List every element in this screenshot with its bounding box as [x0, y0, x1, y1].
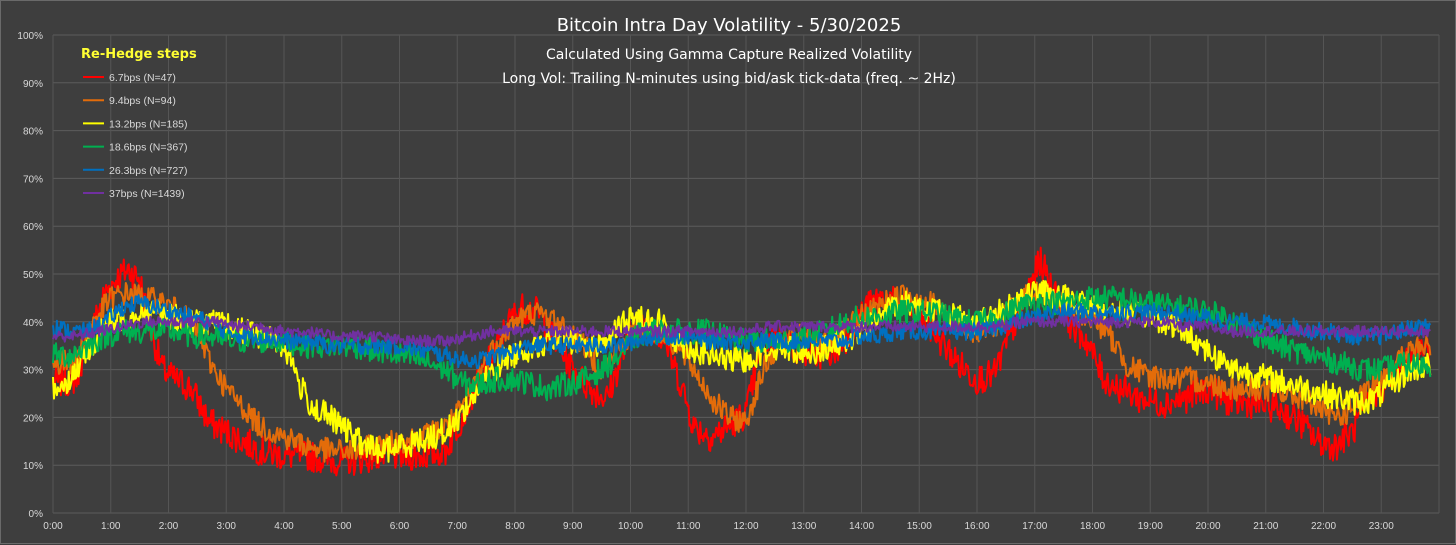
x-tick-label: 1:00 [101, 521, 121, 532]
x-tick-label: 8:00 [505, 521, 525, 532]
x-tick-label: 13:00 [791, 521, 816, 532]
y-tick-label: 20% [23, 413, 43, 424]
x-tick-label: 20:00 [1195, 521, 1220, 532]
series-line [52, 279, 1432, 463]
y-tick-label: 10% [23, 461, 43, 472]
x-tick-label: 5:00 [332, 521, 352, 532]
y-tick-label: 90% [23, 79, 43, 90]
x-tick-label: 19:00 [1138, 521, 1163, 532]
legend-title: Re-Hedge steps [81, 47, 197, 62]
x-tick-label: 10:00 [618, 521, 643, 532]
y-tick-label: 30% [23, 366, 43, 377]
x-tick-label: 22:00 [1311, 521, 1336, 532]
chart-subtitle-2: Long Vol: Trailing N-minutes using bid/a… [502, 71, 956, 87]
y-tick-label: 0% [29, 509, 44, 520]
series-lines [52, 246, 1432, 477]
legend: Re-Hedge steps 6.7bps (N=47) 9.4bps (N=94… [81, 47, 197, 200]
y-tick-label: 100% [17, 31, 43, 42]
chart-subtitle-1: Calculated Using Gamma Capture Realized … [546, 47, 912, 63]
legend-label: 26.3bps (N=727) [109, 165, 188, 177]
gridlines [52, 34, 1440, 514]
series-line [52, 294, 1432, 370]
y-tick-label: 60% [23, 222, 43, 233]
x-tick-label: 3:00 [217, 521, 237, 532]
x-tick-label: 4:00 [274, 521, 294, 532]
y-axis: 0% 10% 20% 30% 40% 50% 60% 70% 80% 90% 100% [17, 31, 43, 520]
y-tick-label: 40% [23, 318, 43, 329]
x-tick-label: 18:00 [1080, 521, 1105, 532]
series-line [52, 285, 1432, 402]
series-line [52, 315, 1432, 348]
x-tick-label: 9:00 [563, 521, 583, 532]
y-tick-label: 70% [23, 174, 43, 185]
x-tick-label: 17:00 [1022, 521, 1047, 532]
y-tick-label: 80% [23, 127, 43, 138]
x-tick-label: 6:00 [390, 521, 410, 532]
x-tick-label: 12:00 [733, 521, 758, 532]
x-tick-label: 23:00 [1369, 521, 1394, 532]
x-tick-label: 21:00 [1253, 521, 1278, 532]
legend-label: 13.2bps (N=185) [109, 118, 188, 130]
x-tick-label: 15:00 [907, 521, 932, 532]
x-tick-label: 11:00 [676, 521, 701, 532]
x-tick-label: 2:00 [159, 521, 179, 532]
chart-title: Bitcoin Intra Day Volatility - 5/30/2025 [557, 15, 902, 36]
legend-label: 18.6bps (N=367) [109, 142, 188, 154]
x-tick-label: 0:00 [43, 521, 63, 532]
x-tick-label: 16:00 [964, 521, 989, 532]
x-tick-label: 14:00 [849, 521, 874, 532]
legend-label: 37bps (N=1439) [109, 188, 185, 200]
legend-label: 9.4bps (N=94) [109, 95, 176, 107]
y-tick-label: 50% [23, 270, 43, 281]
legend-label: 6.7bps (N=47) [109, 72, 176, 84]
x-axis: 0:00 1:00 2:00 3:00 4:00 5:00 6:00 7:00 8:00 9:00… [43, 521, 1394, 532]
x-tick-label: 7:00 [448, 521, 468, 532]
